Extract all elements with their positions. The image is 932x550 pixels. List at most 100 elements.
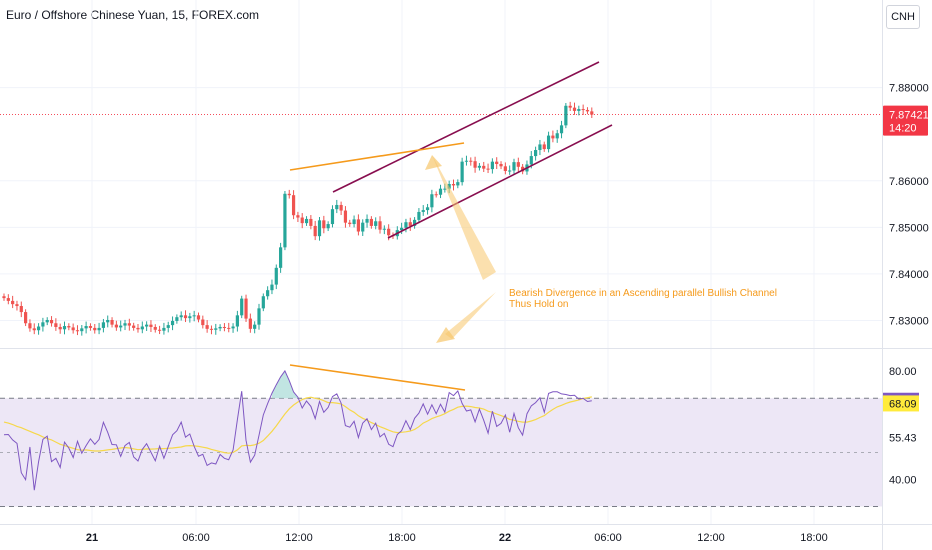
rsi-line	[3, 369, 592, 491]
candle-body	[425, 207, 430, 211]
candle-body	[45, 319, 49, 323]
candle-body	[482, 165, 486, 169]
candle-body	[495, 161, 499, 164]
candle-body	[581, 109, 585, 111]
candle-body	[162, 327, 166, 331]
candle-body	[564, 105, 568, 126]
candle-body	[192, 315, 196, 317]
candle-body	[469, 160, 473, 162]
candle-body	[339, 204, 343, 211]
candle-body	[538, 144, 542, 151]
candle-body	[166, 325, 170, 328]
candle-body	[296, 215, 300, 218]
candle-body	[127, 323, 131, 326]
candle-body	[460, 161, 464, 183]
time-tick-label: 12:00	[285, 532, 313, 544]
candle-body	[6, 298, 10, 301]
candle-body	[417, 211, 421, 220]
time-tick-label: 18:00	[800, 532, 828, 544]
rsi-overbought-fill	[272, 370, 298, 399]
candle-body	[330, 209, 335, 225]
drawings	[289, 61, 613, 343]
candle-body	[119, 325, 123, 328]
price-divergence-line	[289, 142, 465, 171]
rsi-divergence-line	[289, 364, 466, 391]
candle-body	[291, 195, 296, 216]
candle-body	[378, 221, 382, 230]
candle-body	[11, 300, 15, 305]
candle-body	[477, 165, 482, 168]
candle-body	[132, 325, 136, 328]
candle-body	[140, 326, 144, 330]
channel-lower-line	[387, 124, 613, 239]
candle-body	[499, 163, 503, 167]
candle-body	[106, 319, 110, 323]
price-tick-label: 7.88000	[889, 83, 929, 95]
candle-body	[49, 319, 54, 324]
candle-body	[136, 327, 140, 330]
candle-body	[149, 324, 153, 327]
candle-body	[110, 319, 114, 325]
time-tick-label: 18:00	[388, 532, 416, 544]
rsi-ma-line	[3, 396, 592, 454]
candle-body	[209, 328, 214, 330]
price-tick-label: 7.84000	[889, 269, 929, 281]
time-tick-label: 06:00	[594, 532, 622, 544]
candle-body	[24, 312, 28, 324]
candle-body	[101, 322, 106, 328]
candle-body	[240, 298, 244, 316]
candle-body	[157, 329, 162, 331]
rsi-tick-label: 40.00	[889, 474, 917, 486]
candle-body	[542, 144, 546, 150]
candle-body	[75, 330, 80, 332]
candle-body	[62, 326, 67, 330]
candle-body	[365, 218, 369, 223]
candle-body	[214, 328, 218, 330]
candle-body	[438, 188, 443, 195]
price-tick-label: 7.85000	[889, 222, 929, 234]
candle-body	[555, 133, 559, 139]
candle-body	[404, 222, 408, 228]
candle-body	[464, 160, 469, 162]
last-price-badge	[883, 105, 928, 136]
axes: 7.88000 7.86000 7.85000 7.84000 7.83000 7.874…	[86, 83, 929, 544]
rsi-pane	[0, 364, 882, 507]
candle-body	[590, 111, 594, 115]
candle-body	[348, 222, 352, 225]
candle-body	[572, 107, 577, 111]
candle-body	[534, 150, 538, 157]
last-price-label: 7.87421	[889, 110, 929, 122]
candle-body	[434, 194, 438, 196]
candle-body	[227, 327, 231, 329]
arrow-to-rsi-head	[436, 327, 455, 343]
currency-button[interactable]: CNH	[886, 5, 920, 29]
candle-body	[97, 327, 101, 331]
candle-body	[67, 326, 71, 328]
candle-body	[486, 168, 490, 170]
candle-body	[361, 222, 365, 232]
candle-body	[356, 219, 361, 232]
candle-body	[412, 219, 417, 226]
candle-body	[36, 326, 41, 331]
candle-body	[32, 328, 36, 331]
time-tick-label: 12:00	[697, 532, 725, 544]
candle-body	[266, 290, 270, 297]
candle-body	[205, 325, 209, 329]
candle-body	[279, 247, 283, 268]
candle-body	[54, 323, 58, 327]
candle-body	[153, 326, 157, 330]
candle-body	[261, 296, 265, 309]
candle-body	[352, 219, 356, 225]
candle-body	[170, 320, 175, 326]
candle-body	[568, 105, 572, 108]
candle-body	[201, 319, 205, 326]
candle-body	[58, 326, 62, 330]
candle-body	[585, 109, 590, 112]
candle-body	[179, 315, 183, 318]
candle-body	[41, 322, 45, 327]
candle-body	[235, 315, 239, 327]
candle-body	[430, 194, 434, 208]
candle-body	[2, 296, 6, 299]
arrow-to-price	[432, 155, 496, 280]
